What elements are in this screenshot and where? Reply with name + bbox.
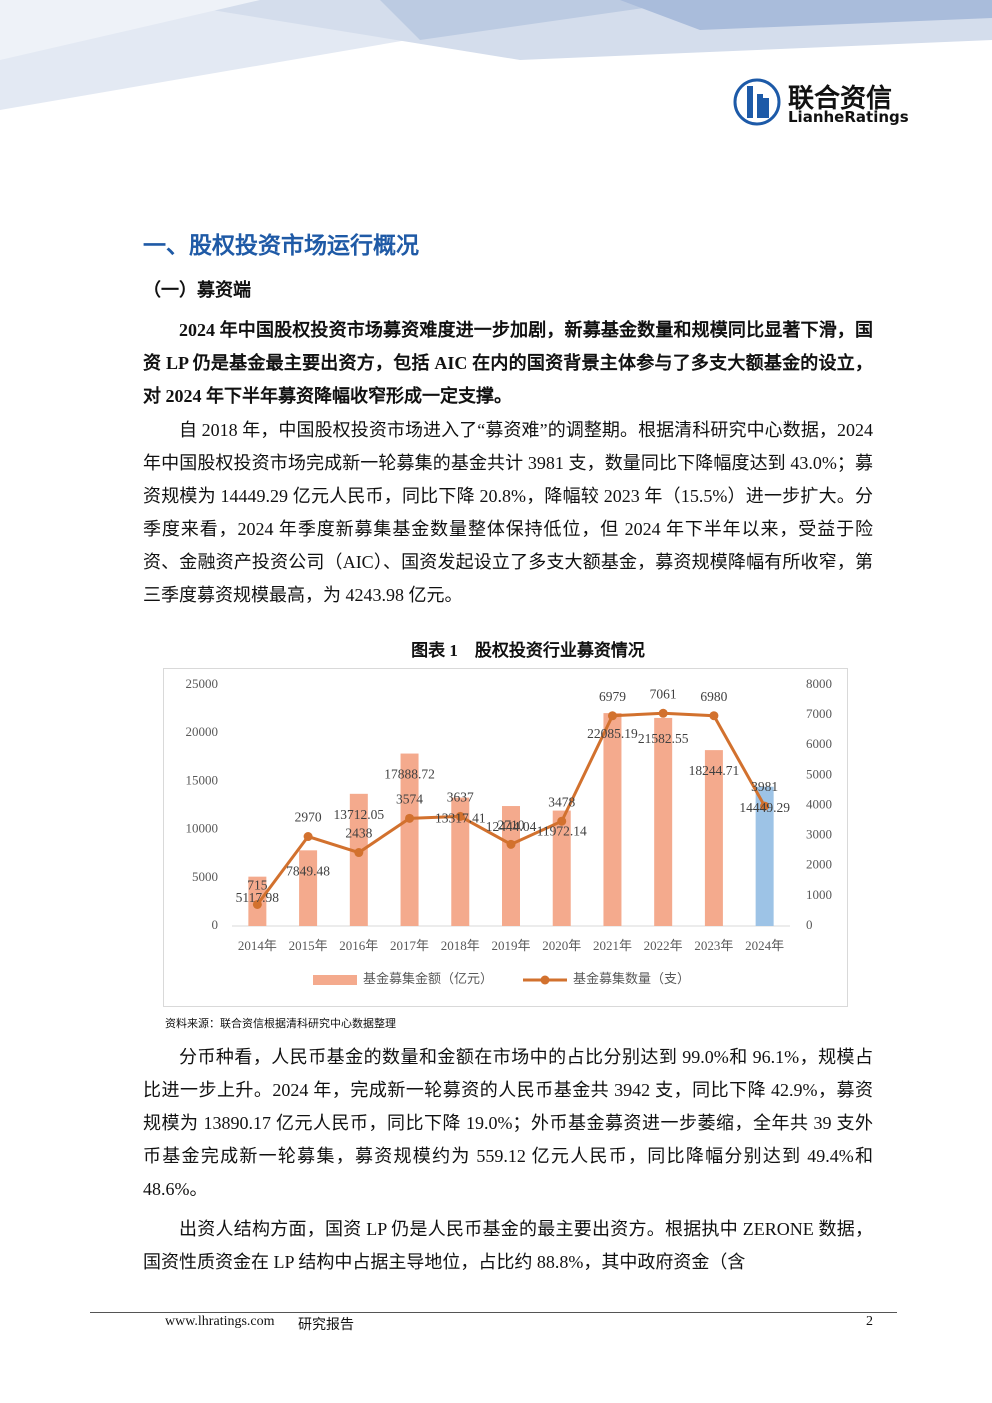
figure-caption: 图表 1 股权投资行业募资情况 [411,641,645,660]
y2-tick-label: 8000 [806,676,832,691]
bar [704,750,723,926]
bar [349,793,368,926]
data-label: 3981 [751,779,778,794]
data-label: 12444.04 [486,819,537,834]
x-tick-label: 2020年 [542,938,581,953]
bar [451,797,470,926]
data-label: 13712.05 [334,807,385,822]
bar [400,753,419,926]
data-label: 17888.72 [384,767,435,782]
data-label: 2710 [498,817,525,832]
line-marker [405,813,415,823]
line-marker [455,811,465,821]
bar [502,806,520,926]
header-decoration [0,0,992,110]
paragraph: 出资人结构方面，国资 LP 仍是人民币基金的最主要出资方。根据执中 ZERONE… [143,1219,873,1272]
page-number: 2 [866,1314,873,1329]
x-tick-label: 2016年 [339,938,378,953]
data-label: 3478 [548,794,575,809]
y2-tick-label: 0 [806,917,813,932]
data-label: 3637 [447,790,474,805]
x-tick-label: 2018年 [441,938,480,953]
y-tick-label: 0 [212,917,219,932]
footer-label: 研究报告 [298,1318,354,1333]
x-tick-label: 2024年 [745,938,784,953]
data-label: 7061 [650,686,677,701]
x-tick-label: 2023年 [694,938,733,953]
bar [603,713,622,926]
y2-tick-label: 5000 [806,766,832,781]
y-tick-label: 10000 [186,821,219,836]
line-marker [557,816,567,826]
data-label: 22085.19 [587,726,638,741]
y2-tick-label: 7000 [806,706,832,721]
footer-rule [90,1312,897,1313]
x-tick-label: 2019年 [491,938,530,953]
legend-swatch [313,975,357,985]
section-title: 一、股权投资市场运行概况 [143,233,419,259]
y2-tick-label: 4000 [806,796,832,811]
line-marker [658,708,668,718]
bar [654,717,673,926]
paragraph: 分币种看，人民币基金的数量和金额在市场中的占比分别达到 99.0%和 96.1%… [143,1047,873,1199]
x-tick-label: 2015年 [289,938,328,953]
data-label: 13317.41 [435,811,486,826]
legend-label: 基金募集数量（支） [573,971,690,986]
y2-tick-label: 6000 [806,736,832,751]
line-marker [354,848,364,858]
data-label: 11972.14 [537,824,587,839]
data-label: 715 [247,878,268,893]
logo-en: LianheRatings [788,108,909,126]
figure-source: 资料来源：联合资信根据清科研究中心数据整理 [165,1017,396,1030]
legend-swatch [540,975,550,985]
data-label: 3574 [396,791,423,806]
data-label: 7849.48 [286,863,330,878]
data-label: 2438 [345,826,372,841]
x-tick-label: 2021年 [593,938,632,953]
x-tick-label: 2017年 [390,938,429,953]
data-label: 18244.71 [689,763,740,778]
x-tick-label: 2022年 [644,938,683,953]
line-marker [252,899,262,909]
line-marker [506,839,516,849]
y-tick-label: 15000 [186,772,219,787]
data-label: 14449.29 [739,800,790,815]
paragraph: 自 2018 年，中国股权投资市场进入了“募资难”的调整期。根据清科研究中心数据… [143,420,873,605]
line-marker [760,801,770,811]
x-tick-label: 2014年 [238,938,277,953]
data-label: 6980 [700,689,727,704]
y2-tick-label: 2000 [806,857,832,872]
line-marker [709,711,719,721]
data-label: 6979 [599,689,626,704]
data-label: 5117.98 [236,890,280,905]
data-label: 21582.55 [638,731,689,746]
footer-url: www.lhratings.com [165,1314,275,1329]
chart: 0 5000 10000 15000 20000 25000 0 1000 2000 3000 40… [163,668,848,1007]
line-marker [303,832,313,842]
y-tick-label: 20000 [186,724,219,739]
line-marker [607,711,617,721]
data-label: 2970 [295,810,322,825]
y-tick-label: 5000 [192,869,218,884]
logo-icon [733,78,781,126]
bar [755,786,774,926]
paragraph: 2024 年中国股权投资市场募资难度进一步加剧，新募基金数量和规模同比显著下滑，… [143,320,873,406]
bar [552,810,571,926]
y2-tick-label: 1000 [806,887,832,902]
y-tick-label: 25000 [186,676,219,691]
legend-label: 基金募集金额（亿元） [363,971,493,986]
y2-tick-label: 3000 [806,827,832,842]
bar [299,850,318,926]
logo-cn: 联合资信 [788,84,893,114]
subsection-title: （一）募资端 [143,280,251,300]
